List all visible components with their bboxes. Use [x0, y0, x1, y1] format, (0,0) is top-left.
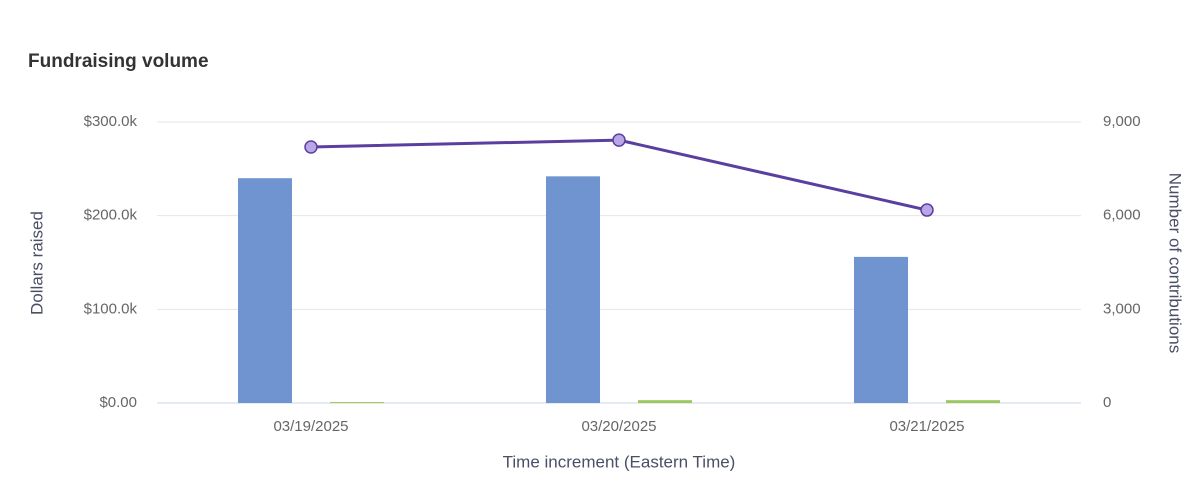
y-tick-label: $0.00: [99, 394, 137, 411]
line-marker: [920, 203, 934, 217]
y2-tick-label: 9,000: [1103, 113, 1141, 130]
bar: [854, 256, 908, 403]
bar: [546, 176, 600, 403]
x-tick-label: 03/21/2025: [889, 418, 964, 435]
bar: [946, 400, 1000, 403]
x-tick-label: 03/20/2025: [581, 418, 656, 435]
line-marker: [612, 133, 626, 147]
bar: [238, 178, 292, 403]
y-tick-label: $100.0k: [84, 300, 138, 317]
bar: [638, 400, 692, 403]
y-tick-label: $300.0k: [84, 113, 138, 130]
x-tick-label: 03/19/2025: [273, 418, 348, 435]
line: [310, 138, 928, 212]
y-axis-title: Dollars raised: [27, 211, 46, 315]
bar: [330, 402, 384, 404]
y2-tick-label: 3,000: [1103, 300, 1141, 317]
y-tick-label: $200.0k: [84, 207, 138, 224]
chart-title: Fundraising volume: [28, 51, 209, 72]
y2-tick-label: 6,000: [1103, 207, 1141, 224]
y2-tick-label: 0: [1103, 394, 1111, 411]
y2-axis-title: Number of contributions: [1166, 173, 1185, 353]
x-axis-title: Time increment (Eastern Time): [503, 452, 736, 471]
line-marker: [304, 140, 318, 154]
